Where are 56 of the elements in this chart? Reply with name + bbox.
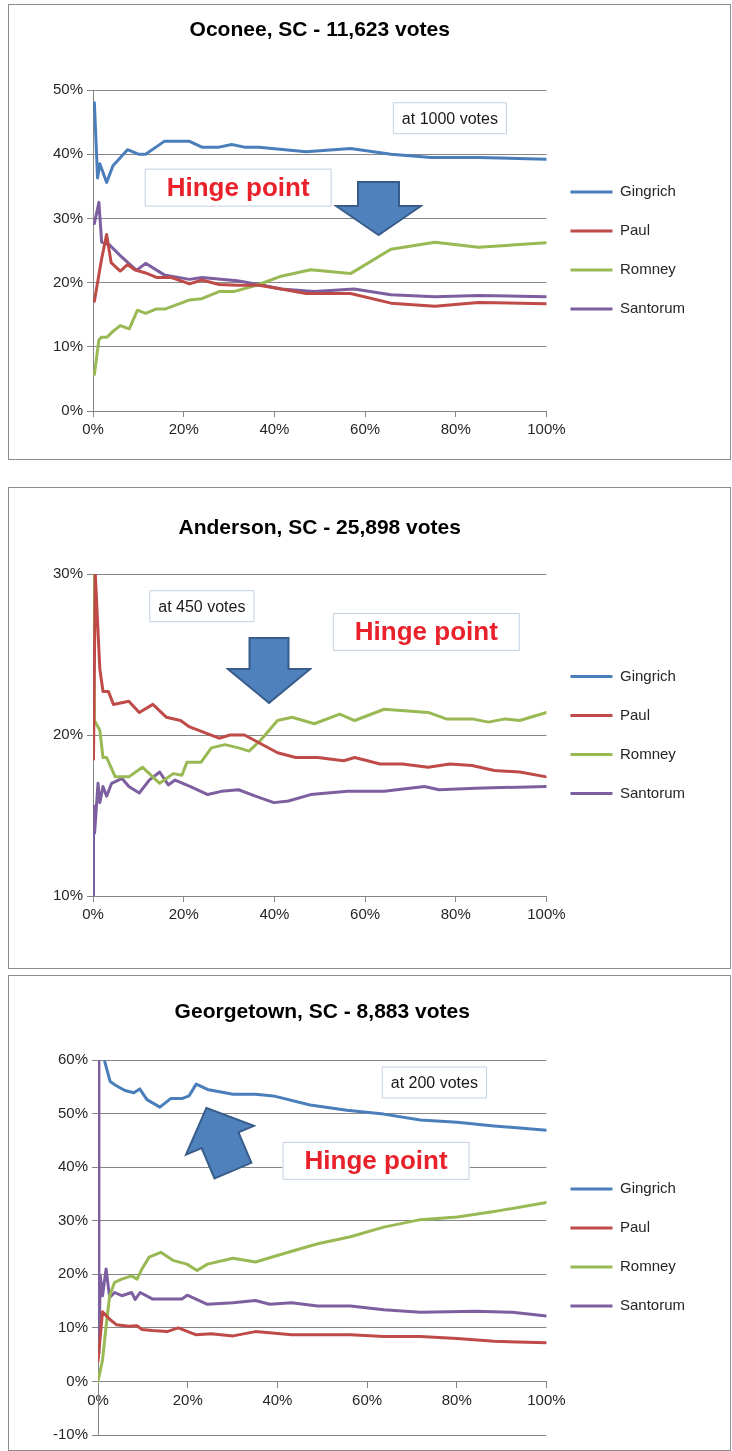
x-tick-label: 40% — [259, 420, 290, 438]
legend-label: Romney — [619, 260, 677, 278]
x-tick-label: 20% — [172, 1390, 203, 1408]
y-tick-label: 30% — [57, 1210, 89, 1228]
y-tick-label: 40% — [57, 1157, 89, 1175]
y-tick-label: 20% — [52, 272, 84, 290]
legend-label: Romney — [619, 744, 677, 762]
y-tick-label: 40% — [52, 144, 84, 162]
y-tick-label: -10% — [52, 1425, 89, 1443]
x-tick-label: 40% — [262, 1390, 293, 1408]
legend-label: Gingrich — [619, 182, 676, 200]
y-tick-label: 50% — [52, 80, 84, 98]
legend-label: Paul — [619, 221, 650, 239]
y-tick-label: 50% — [57, 1103, 89, 1121]
annotation: Hinge point — [166, 171, 310, 202]
legend-label: Santorum — [619, 783, 686, 801]
y-tick-label: 30% — [52, 208, 84, 226]
legend-label: Paul — [619, 705, 650, 723]
legend-label: Santorum — [619, 1296, 686, 1314]
x-tick-label: 0% — [82, 420, 104, 438]
x-tick-label: 80% — [440, 420, 471, 438]
x-tick-label: 80% — [441, 1390, 472, 1408]
x-tick-label: 100% — [527, 420, 566, 438]
y-tick-label: 60% — [57, 1050, 89, 1068]
x-tick-label: 0% — [82, 905, 104, 923]
x-tick-label: 60% — [352, 1390, 383, 1408]
x-tick-label: 60% — [350, 905, 381, 923]
legend-label: Santorum — [619, 299, 686, 317]
x-tick-label: 20% — [168, 905, 199, 923]
x-tick-label: 60% — [350, 420, 381, 438]
legend-label: Gingrich — [619, 1179, 676, 1197]
annotation: at 450 votes — [158, 597, 246, 615]
x-tick-label: 20% — [168, 420, 199, 438]
y-tick-label: 0% — [66, 1371, 89, 1389]
y-tick-label: 20% — [57, 1264, 89, 1282]
legend-label: Paul — [619, 1218, 650, 1236]
y-tick-label: 30% — [52, 564, 84, 582]
y-tick-label: 0% — [61, 401, 84, 419]
annotation: Hinge point — [304, 1145, 448, 1176]
x-tick-label: 100% — [527, 905, 566, 923]
x-tick-label: 80% — [440, 905, 471, 923]
y-tick-label: 10% — [52, 336, 84, 354]
chart-title: Anderson, SC - 25,898 votes — [178, 514, 461, 538]
y-tick-label: 10% — [52, 886, 84, 904]
legend-label: Gingrich — [619, 666, 676, 684]
chart-title: Georgetown, SC - 8,883 votes — [174, 998, 470, 1022]
y-tick-label: 20% — [52, 725, 84, 743]
annotation: Hinge point — [354, 616, 499, 647]
annotation: at 200 votes — [390, 1073, 478, 1091]
x-tick-label: 0% — [87, 1390, 109, 1408]
y-tick-label: 10% — [57, 1318, 89, 1335]
x-tick-label: 100% — [527, 1390, 566, 1408]
chart-title: Oconee, SC - 11,623 votes — [189, 16, 450, 40]
legend-label: Romney — [619, 1257, 677, 1275]
x-tick-label: 40% — [259, 905, 290, 923]
annotation: at 1000 votes — [401, 109, 498, 127]
